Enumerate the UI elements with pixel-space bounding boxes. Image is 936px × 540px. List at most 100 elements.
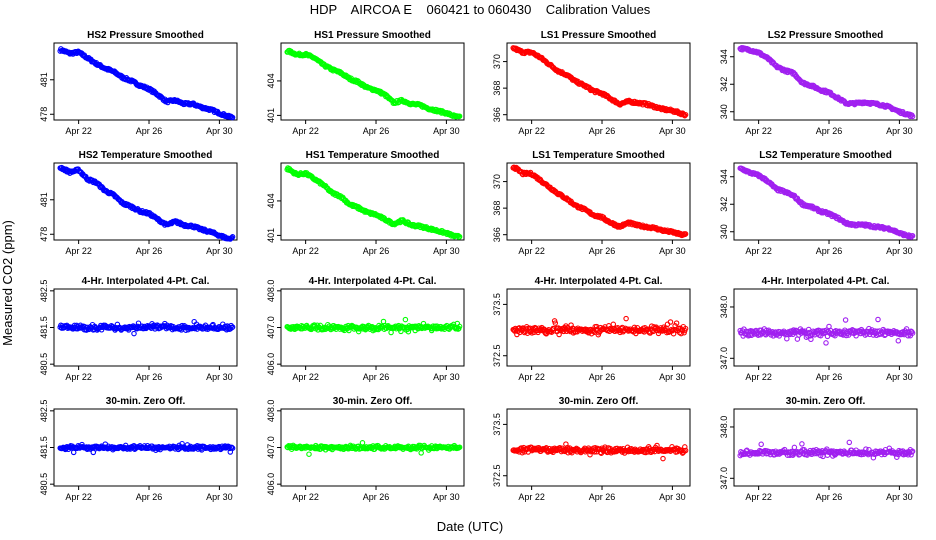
series-hs2-points (57, 46, 236, 121)
y-tick-label: 404 (266, 73, 276, 88)
panel-2: HS1 Pressure Smoothed Apr 22 Apr 26 Apr 30 4… (266, 30, 465, 136)
y-tick-label: 370 (492, 174, 502, 189)
y-axis-label: Measured CO2 (ppm) (0, 220, 15, 346)
plot-frame (733, 162, 918, 241)
data-point (823, 340, 829, 346)
panel-12: 4-Hr. Interpolated 4-Pt. Cal. Apr 22 Apr 2… (719, 276, 918, 382)
data-point (229, 444, 235, 451)
y-tick-label: 373.5 (492, 413, 502, 436)
panel-9: 4-Hr. Interpolated 4-Pt. Cal. Apr 22 Apr 2… (39, 276, 238, 382)
panel-14: 30-min. Zero Off. Apr 22 Apr 26 Apr 30 406.0… (266, 396, 465, 502)
y-tick-label: 407.0 (266, 316, 276, 339)
y-tick-label: 347.0 (719, 467, 729, 490)
series-ls2-points (737, 316, 916, 346)
plot-frame (733, 408, 918, 487)
panel-title: 30-min. Zero Off. (333, 396, 413, 407)
x-tick-label: Apr 26 (136, 372, 163, 382)
y-tick-label: 370 (492, 54, 502, 69)
data-point (667, 319, 674, 325)
x-tick-label: Apr 30 (433, 492, 460, 502)
series-hs2-points (57, 164, 236, 242)
x-tick-label: Apr 26 (136, 492, 163, 502)
data-point (682, 111, 689, 118)
panel-15: 30-min. Zero Off. Apr 22 Apr 26 Apr 30 372.5… (492, 396, 691, 502)
y-tick-label: 481.5 (39, 436, 49, 459)
data-point (682, 325, 689, 332)
data-point (909, 233, 916, 239)
data-point (623, 315, 629, 322)
data-point (791, 444, 798, 451)
data-point (799, 441, 805, 447)
x-tick-label: Apr 26 (589, 492, 616, 502)
series-hs2-points (57, 440, 236, 456)
panel-4: LS2 Pressure Smoothed Apr 22 Apr 26 Apr 30 3… (719, 30, 918, 136)
x-tick-label: Apr 22 (65, 246, 92, 256)
plot-frame (506, 42, 691, 121)
plot-frame (733, 42, 918, 121)
y-tick-label: 407.0 (266, 436, 276, 459)
y-tick-label: 481.5 (39, 316, 49, 339)
y-tick-label: 366 (492, 107, 502, 122)
y-tick-label: 408.0 (266, 400, 276, 423)
data-point (673, 320, 680, 326)
x-tick-label: Apr 30 (886, 246, 913, 256)
x-tick-label: Apr 30 (886, 372, 913, 382)
x-tick-label: Apr 30 (206, 492, 233, 502)
x-tick-label: Apr 26 (816, 126, 843, 136)
series-hs2-points (57, 318, 236, 337)
y-tick-label: 344 (719, 49, 729, 64)
data-point (556, 331, 562, 338)
series-ls1-points (510, 315, 689, 338)
y-tick-label: 348.0 (719, 416, 729, 439)
y-tick-label: 401 (266, 228, 276, 243)
panel-3: LS1 Pressure Smoothed Apr 22 Apr 26 Apr 30 3… (492, 30, 691, 136)
y-tick-label: 480.5 (39, 353, 49, 376)
x-tick-label: Apr 22 (518, 372, 545, 382)
data-point (456, 113, 463, 119)
x-tick-label: Apr 26 (816, 246, 843, 256)
panel-title: LS1 Temperature Smoothed (532, 150, 665, 161)
y-tick-label: 480.5 (39, 473, 49, 496)
plot-frame (506, 408, 691, 487)
x-tick-label: Apr 22 (518, 246, 545, 256)
x-tick-label: Apr 26 (589, 372, 616, 382)
y-tick-label: 401 (266, 108, 276, 123)
x-tick-label: Apr 26 (363, 492, 390, 502)
panel-8: LS2 Temperature Smoothed Apr 22 Apr 26 Apr … (719, 150, 918, 256)
y-tick-label: 373.5 (492, 293, 502, 316)
panel-13: 30-min. Zero Off. Apr 22 Apr 26 Apr 30 480.5… (39, 396, 238, 502)
panel-1: HS2 Pressure Smoothed Apr 22 Apr 26 Apr 30 4… (39, 30, 238, 136)
y-tick-label: 344 (719, 169, 729, 184)
x-tick-label: Apr 22 (292, 372, 319, 382)
y-tick-label: 372.5 (492, 344, 502, 367)
x-tick-label: Apr 30 (659, 246, 686, 256)
y-tick-label: 348.0 (719, 296, 729, 319)
x-tick-label: Apr 26 (363, 372, 390, 382)
y-tick-label: 342 (719, 77, 729, 92)
x-tick-label: Apr 26 (136, 126, 163, 136)
data-point (909, 113, 916, 120)
data-point (418, 450, 424, 456)
plot-frame (280, 42, 465, 121)
x-tick-label: Apr 26 (589, 246, 616, 256)
x-tick-label: Apr 22 (518, 126, 545, 136)
x-tick-label: Apr 30 (886, 126, 913, 136)
data-point (682, 231, 689, 237)
panel-title: LS2 Pressure Smoothed (768, 30, 884, 41)
plot-frame (280, 162, 465, 241)
data-point (456, 444, 463, 450)
x-tick-label: Apr 22 (292, 492, 319, 502)
y-tick-label: 366 (492, 227, 502, 242)
data-point (456, 323, 463, 330)
x-tick-label: Apr 26 (589, 126, 616, 136)
y-tick-label: 478 (39, 227, 49, 242)
x-tick-label: Apr 22 (65, 126, 92, 136)
data-point (805, 326, 812, 333)
data-point (682, 444, 688, 450)
panel-title: 4-Hr. Interpolated 4-Pt. Cal. (82, 276, 210, 287)
panel-title: HS1 Temperature Smoothed (306, 150, 440, 161)
data-point (402, 316, 409, 323)
series-hs1-points (284, 440, 463, 457)
panel-7: LS1 Temperature Smoothed Apr 22 Apr 26 Apr … (492, 150, 691, 256)
data-point (131, 330, 137, 337)
